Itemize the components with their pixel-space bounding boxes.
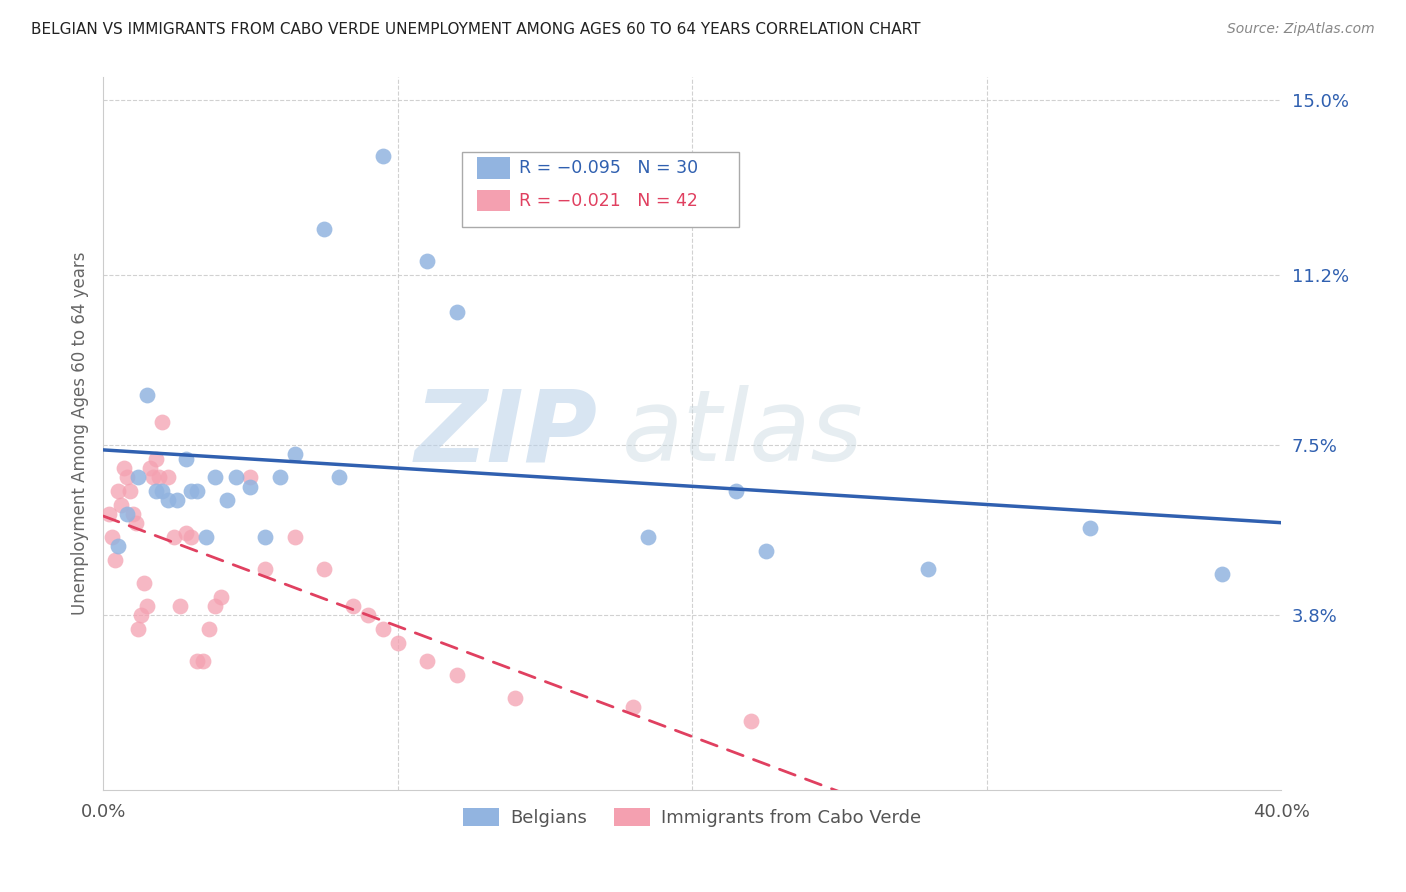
Point	[725, 484, 748, 499]
Point	[180, 484, 202, 499]
Point	[150, 484, 173, 499]
Point	[740, 714, 762, 728]
Point	[637, 530, 659, 544]
Point	[204, 470, 226, 484]
Point	[98, 507, 121, 521]
Point	[180, 530, 202, 544]
Point	[505, 690, 527, 705]
Point	[115, 507, 138, 521]
Point	[416, 254, 439, 268]
Point	[917, 562, 939, 576]
Point	[186, 484, 208, 499]
Point	[174, 452, 197, 467]
Point	[225, 470, 247, 484]
Text: R = −0.021   N = 42: R = −0.021 N = 42	[519, 192, 697, 210]
Text: BELGIAN VS IMMIGRANTS FROM CABO VERDE UNEMPLOYMENT AMONG AGES 60 TO 64 YEARS COR: BELGIAN VS IMMIGRANTS FROM CABO VERDE UN…	[31, 22, 921, 37]
Point	[150, 415, 173, 429]
Bar	[477, 157, 509, 178]
Point	[215, 493, 238, 508]
Point	[166, 493, 188, 508]
Point	[284, 447, 307, 461]
Point	[136, 387, 159, 401]
Point	[156, 470, 179, 484]
Point	[198, 622, 221, 636]
Point	[239, 470, 262, 484]
Point	[446, 305, 468, 319]
Text: atlas: atlas	[621, 385, 863, 483]
Point	[115, 470, 138, 484]
Point	[204, 599, 226, 613]
Point	[148, 470, 170, 484]
Point	[312, 222, 335, 236]
Point	[145, 452, 167, 467]
Point	[755, 544, 778, 558]
Point	[193, 654, 215, 668]
Point	[195, 530, 218, 544]
Point	[1211, 566, 1233, 581]
Point	[142, 470, 165, 484]
Point	[134, 576, 156, 591]
Point	[312, 562, 335, 576]
Point	[621, 700, 644, 714]
Point	[446, 668, 468, 682]
Point	[387, 636, 409, 650]
Point	[136, 599, 159, 613]
Text: ZIP: ZIP	[415, 385, 598, 483]
Point	[169, 599, 191, 613]
Point	[209, 590, 232, 604]
Point	[112, 461, 135, 475]
Point	[371, 148, 394, 162]
Point	[239, 479, 262, 493]
Point	[118, 484, 141, 499]
Point	[145, 484, 167, 499]
Point	[124, 516, 146, 531]
Point	[1078, 521, 1101, 535]
Point	[284, 530, 307, 544]
Y-axis label: Unemployment Among Ages 60 to 64 years: Unemployment Among Ages 60 to 64 years	[72, 252, 89, 615]
Point	[101, 530, 124, 544]
Point	[131, 608, 153, 623]
Point	[254, 530, 277, 544]
Point	[139, 461, 162, 475]
Point	[357, 608, 380, 623]
Point	[186, 654, 208, 668]
Point	[174, 525, 197, 540]
Point	[110, 498, 132, 512]
FancyBboxPatch shape	[463, 153, 740, 227]
Bar	[477, 190, 509, 211]
Legend: Belgians, Immigrants from Cabo Verde: Belgians, Immigrants from Cabo Verde	[456, 800, 928, 834]
Point	[254, 562, 277, 576]
Point	[416, 654, 439, 668]
Point	[121, 507, 143, 521]
Point	[107, 484, 129, 499]
Point	[328, 470, 350, 484]
Text: Source: ZipAtlas.com: Source: ZipAtlas.com	[1227, 22, 1375, 37]
Point	[269, 470, 291, 484]
Point	[127, 622, 149, 636]
Point	[163, 530, 186, 544]
Point	[156, 493, 179, 508]
Point	[371, 622, 394, 636]
Text: R = −0.095   N = 30: R = −0.095 N = 30	[519, 159, 699, 177]
Point	[127, 470, 149, 484]
Point	[104, 553, 127, 567]
Point	[342, 599, 364, 613]
Point	[107, 539, 129, 553]
